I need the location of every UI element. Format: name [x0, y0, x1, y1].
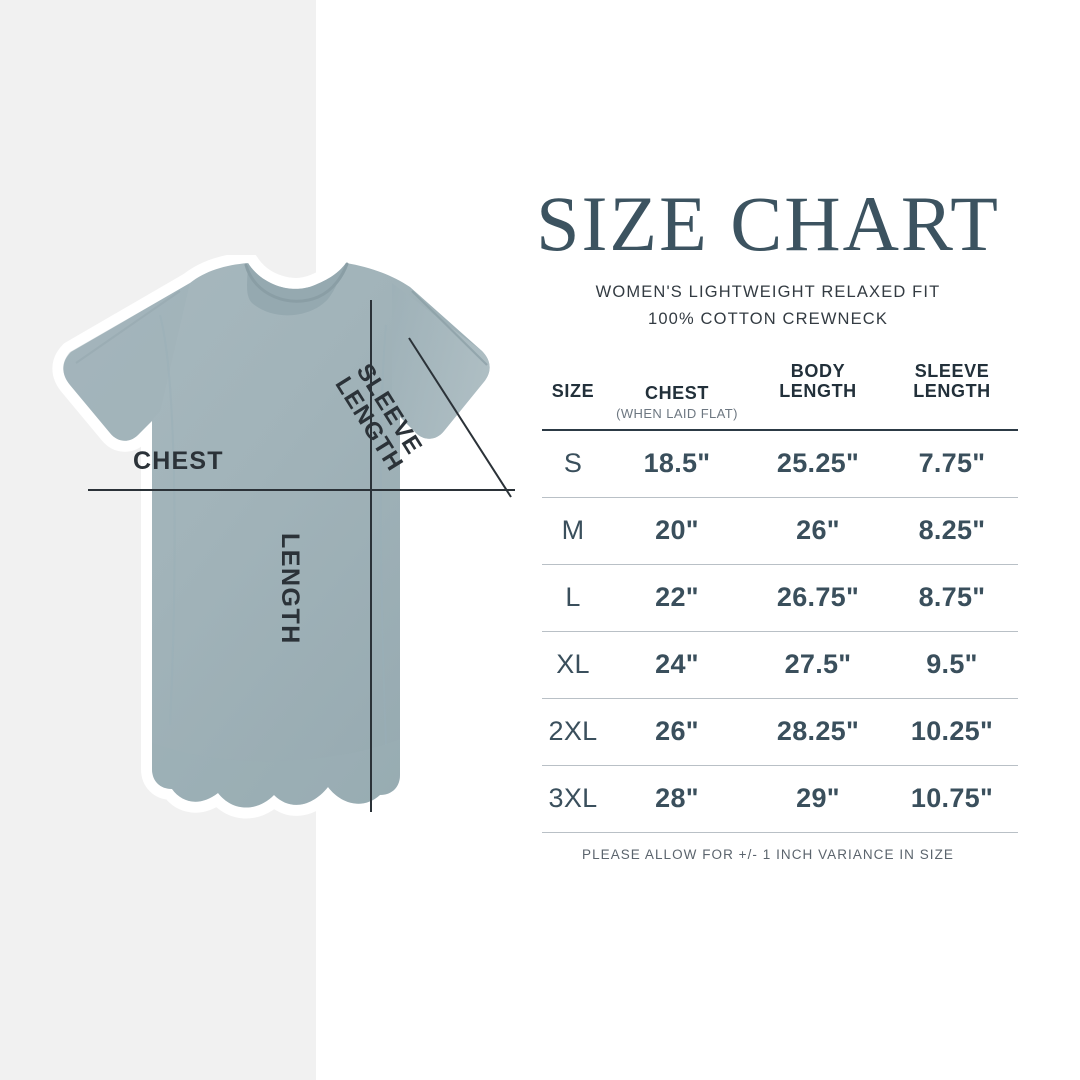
cell-size: S [542, 429, 604, 498]
table-row: S 18.5" 25.25" 7.75" [542, 429, 1018, 498]
body-length-line-2: LENGTH [779, 381, 857, 402]
cell-size: M [542, 497, 604, 565]
collar-ribbing [244, 262, 349, 303]
column-header-size-label: SIZE [551, 381, 595, 402]
cell-size: 2XL [542, 698, 604, 766]
sleeve-length-line-1: SLEEVE [914, 360, 990, 381]
fold-right [379, 324, 387, 746]
cell-size: XL [542, 631, 604, 699]
chest-label: CHEST [133, 447, 224, 475]
cell-size: L [542, 564, 604, 632]
cell-chest: 26" [604, 698, 750, 766]
cell-chest: 24" [604, 631, 750, 699]
chart-panel: SIZE CHART WOMEN'S LIGHTWEIGHT RELAXED F… [516, 180, 1020, 862]
cell-sleeve: 8.25" [886, 497, 1018, 565]
subtitle-line-1: WOMEN'S LIGHTWEIGHT RELAXED FIT [595, 283, 941, 302]
cell-chest: 20" [604, 497, 750, 565]
table-row: M 20" 26" 8.25" [542, 497, 1018, 565]
cell-body: 27.5" [750, 631, 886, 699]
shirt-collar [247, 263, 346, 316]
cell-body: 29" [750, 765, 886, 833]
cell-size: 3XL [542, 765, 604, 833]
cell-sleeve: 10.25" [886, 698, 1018, 766]
fold-left [159, 314, 176, 726]
table-row: L 22" 26.75" 8.75" [542, 564, 1018, 632]
column-header-body-length: BODY LENGTH [750, 360, 886, 431]
sleeve-length-line-2: LENGTH [913, 381, 991, 402]
subtitle-line-2: 100% COTTON CREWNECK [648, 310, 888, 329]
body-length-line-1: BODY [790, 360, 846, 381]
column-header-size: SIZE [542, 360, 604, 431]
tshirt-illustration [40, 255, 540, 855]
table-row: XL 24" 27.5" 9.5" [542, 631, 1018, 699]
variance-note: PLEASE ALLOW FOR +/- 1 INCH VARIANCE IN … [582, 846, 954, 862]
shirt-hem [152, 739, 400, 808]
cell-sleeve: 10.75" [886, 765, 1018, 833]
cell-body: 25.25" [750, 429, 886, 498]
cell-body: 28.25" [750, 698, 886, 766]
shirt-sleeve-left [63, 283, 190, 441]
size-table: SIZE CHEST (WHEN LAID FLAT) BODY LENGTH [542, 360, 1018, 833]
column-header-body-length-label: BODY LENGTH [750, 361, 886, 421]
cell-chest: 28" [604, 765, 750, 833]
column-header-chest-sublabel: (WHEN LAID FLAT) [616, 405, 738, 421]
cell-sleeve: 9.5" [886, 631, 1018, 699]
column-header-sleeve-length-label: SLEEVE LENGTH [886, 361, 1018, 421]
cell-chest: 18.5" [604, 429, 750, 498]
sleeve-seam-left [75, 290, 181, 364]
cell-chest: 22" [604, 564, 750, 632]
cell-body: 26.75" [750, 564, 886, 632]
header-row: SIZE CHEST (WHEN LAID FLAT) BODY LENGTH [542, 360, 1018, 431]
column-header-sleeve-length: SLEEVE LENGTH [886, 360, 1018, 431]
cell-sleeve: 7.75" [886, 429, 1018, 498]
page-title: SIZE CHART [536, 180, 1000, 267]
table-header: SIZE CHEST (WHEN LAID FLAT) BODY LENGTH [542, 360, 1018, 431]
cell-body: 26" [750, 497, 886, 565]
table-body: S 18.5" 25.25" 7.75" M 20" 26" 8.25" L 2… [542, 429, 1018, 833]
subtitle-block: WOMEN'S LIGHTWEIGHT RELAXED FIT 100% COT… [516, 279, 1020, 332]
tshirt-icon [52, 255, 501, 819]
table-row: 2XL 26" 28.25" 10.25" [542, 698, 1018, 766]
column-header-chest: CHEST (WHEN LAID FLAT) [604, 360, 750, 431]
cell-sleeve: 8.75" [886, 564, 1018, 632]
table-row: 3XL 28" 29" 10.75" [542, 765, 1018, 833]
column-header-chest-label: CHEST [644, 383, 709, 404]
length-label: LENGTH [276, 533, 304, 645]
